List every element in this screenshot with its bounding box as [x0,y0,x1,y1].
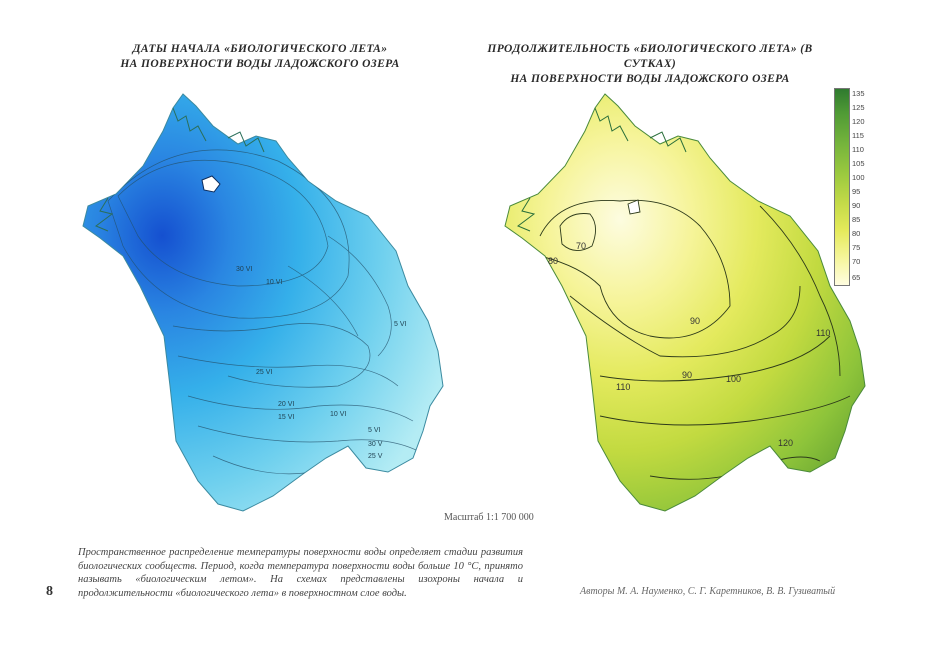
right-isoline-label-4: 100 [726,374,741,384]
legend-tick-9: 85 [852,215,861,224]
right-isoline-label-5: 110 [616,382,630,392]
legend-tick-7: 95 [852,187,861,196]
left-isoline-label-2: 5 VI [394,321,407,328]
left-isoline-label-8: 30 V [368,441,383,448]
left-island [201,175,221,193]
right-island [627,199,641,215]
left-isoline-label-5: 15 VI [278,414,294,421]
left-title-line2: НА ПОВЕРХНОСТИ ВОДЫ ЛАДОЖСКОГО ОЗЕРА [120,58,400,70]
page-number: 8 [46,584,53,599]
left-coast-detail [95,107,265,232]
legend-tick-3: 115 [852,131,864,140]
caption-text: Пространственное распределение температу… [78,547,523,599]
left-lake-body [82,93,444,512]
right-isoline-label-7: 120 [778,438,793,448]
left-lake-map: 30 VI 10 VI 5 VI 25 VI 20 VI 15 VI 10 VI… [82,93,444,512]
scale-label: Масштаб 1:1 700 000 [444,512,534,523]
legend-tick-0: 135 [852,89,865,98]
right-map-title: ПРОДОЛЖИТЕЛЬНОСТЬ «БИОЛОГИЧЕСКОГО ЛЕТА» … [470,42,830,87]
right-isoline-label-2: 90 [690,316,700,326]
left-isoline-label-6: 10 VI [330,411,346,418]
left-isoline-label-7: 5 VI [368,427,381,434]
legend-tick-13: 65 [852,273,861,282]
left-isoline-label-3: 25 VI [256,369,272,376]
left-isoline-label-4: 20 VI [278,401,294,408]
left-isoline-label-1: 10 VI [266,279,282,286]
legend-tick-11: 75 [852,243,861,252]
legend-tick-6: 100 [852,173,865,182]
right-title-line1: ПРОДОЛЖИТЕЛЬНОСТЬ «БИОЛОГИЧЕСКОГО ЛЕТА» … [487,43,813,70]
right-isoline-label-6: 110 [816,328,830,338]
duration-legend: 135 125 120 115 110 105 100 95 90 85 80 … [834,88,886,286]
legend-tick-8: 90 [852,201,861,210]
legend-tick-10: 80 [852,229,861,238]
right-lake-body [504,93,866,512]
legend-tick-12: 70 [852,257,861,266]
legend-tick-1: 125 [852,103,865,112]
right-isoline-label-0: 70 [576,241,586,251]
legend-tick-2: 120 [852,117,865,126]
left-map-title: ДАТЫ НАЧАЛА «БИОЛОГИЧЕСКОГО ЛЕТА» НА ПОВ… [100,42,420,72]
authors-credit: Авторы М. А. Науменко, С. Г. Каретников,… [580,586,836,597]
right-isoline-label-1: 80 [548,256,558,266]
left-isoline-label-9: 25 V [368,453,383,460]
right-lake-map: 70 80 90 90 100 110 110 120 [504,93,866,512]
legend-tick-5: 105 [852,159,865,168]
legend-color-bar [834,88,850,286]
left-isolines [107,149,419,475]
left-isoline-label-0: 30 VI [236,266,252,273]
legend-tick-4: 110 [852,145,864,154]
right-title-line2: НА ПОВЕРХНОСТИ ВОДЫ ЛАДОЖСКОГО ОЗЕРА [510,73,790,85]
right-coast-detail [517,107,687,232]
left-title-line1: ДАТЫ НАЧАЛА «БИОЛОГИЧЕСКОГО ЛЕТА» [132,43,388,55]
right-isoline-label-3: 90 [682,370,692,380]
